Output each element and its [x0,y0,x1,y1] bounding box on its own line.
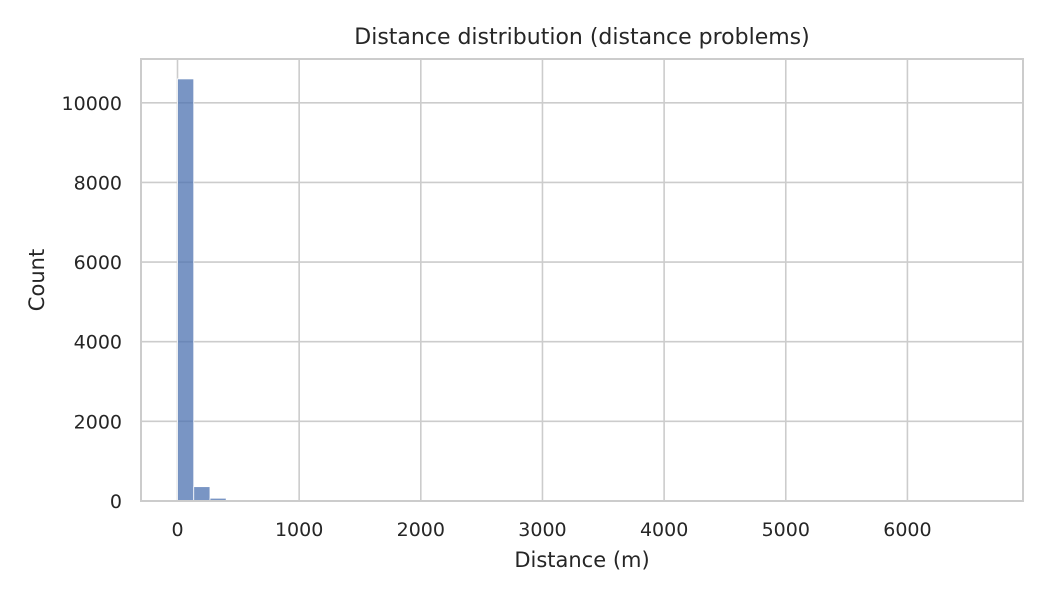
y-tick-label: 10000 [62,93,122,115]
y-tick-label: 8000 [74,172,122,194]
x-tick-label: 6000 [883,519,931,541]
y-axis-ticks: 0 2000 4000 6000 8000 10000 [62,93,122,513]
y-axis-label: Count [25,249,49,311]
x-tick-label: 4000 [640,519,688,541]
histogram-bar [177,78,195,502]
grid-lines [141,59,1023,502]
x-tick-label: 5000 [762,519,810,541]
x-tick-label: 0 [171,519,183,541]
x-axis-ticks: 0 1000 2000 3000 4000 5000 6000 [171,519,931,541]
x-tick-label: 2000 [397,519,445,541]
y-tick-label: 0 [110,491,122,513]
plot-frame [140,58,1024,502]
y-tick-label: 6000 [74,252,122,274]
chart-title: Distance distribution (distance problems… [354,25,809,50]
x-tick-label: 1000 [275,519,323,541]
y-tick-label: 2000 [74,411,122,433]
x-axis-label: Distance (m) [514,548,649,572]
histogram-bar [193,486,211,502]
y-tick-label: 4000 [74,332,122,354]
x-tick-label: 3000 [518,519,566,541]
